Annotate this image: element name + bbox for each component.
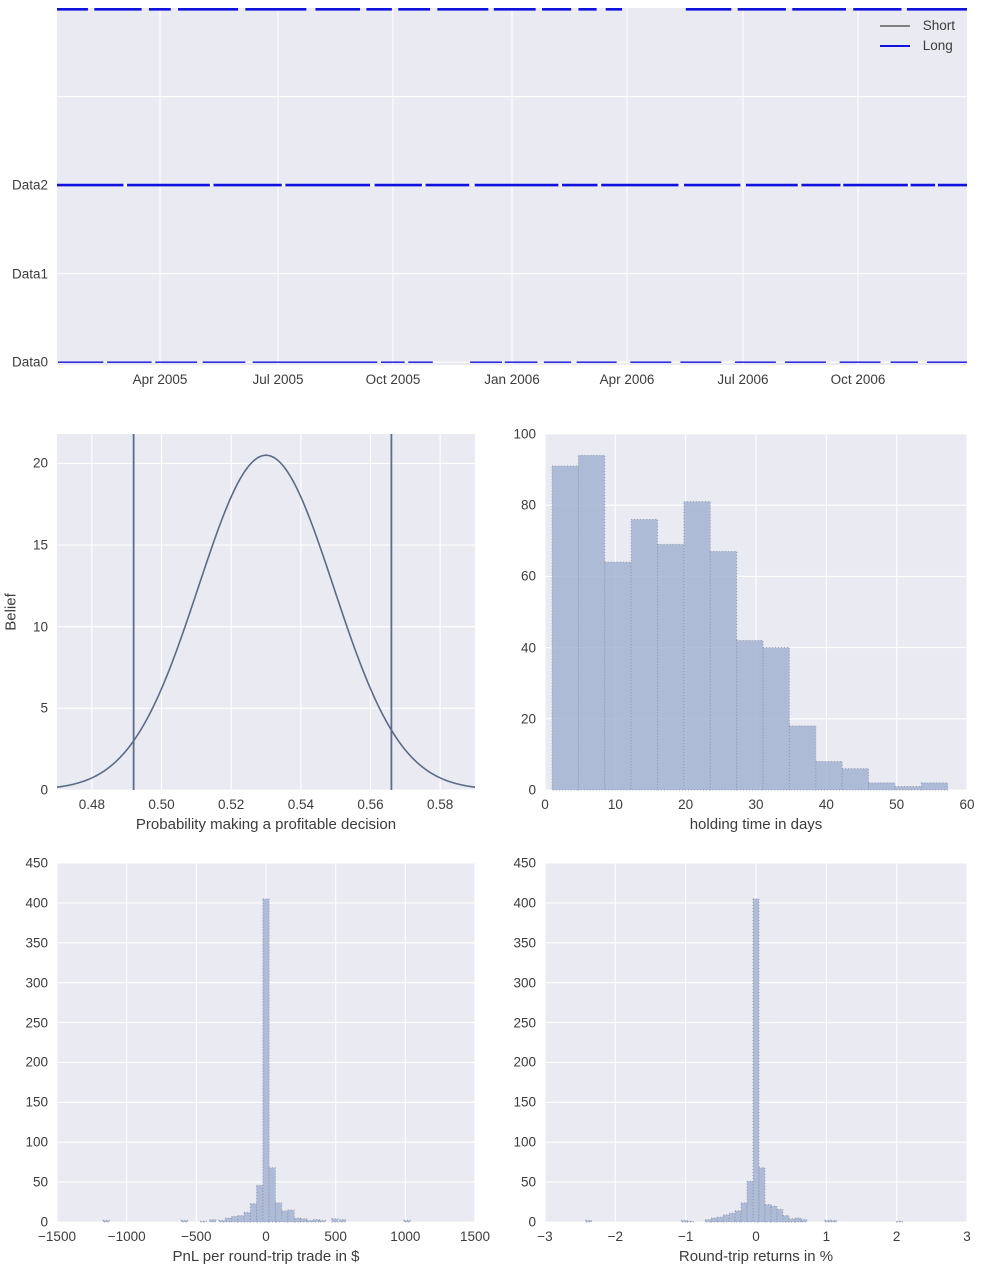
holding-plot-area [544, 433, 968, 791]
timeline-plot-area [57, 7, 967, 365]
y-tick-label: 0 [40, 1214, 48, 1230]
y-tick-label: 15 [32, 537, 48, 553]
x-tick-label: 0.52 [218, 797, 245, 812]
returns-histogram-panel: −3 −2 −1 0 1 2 3 0 50 100 150 200 250 300 350 400 450 Rou… [513, 856, 970, 1266]
x-tick-label: 2 [892, 1229, 901, 1244]
y-tick-label: 100 [25, 1134, 48, 1150]
x-tick-label: −500 [181, 1229, 212, 1244]
x-tick-label: 30 [748, 797, 764, 812]
y-tick-label: 200 [25, 1054, 48, 1070]
legend: Short Long [879, 18, 955, 53]
y-tick-label: Data1 [11, 266, 48, 282]
x-tick-label: Apr 2006 [599, 372, 655, 387]
x-tick-label: Jan 2006 [484, 372, 540, 387]
y-tick-label: 250 [513, 1015, 536, 1031]
positions-timeline-panel: Short Long Apr 2005 Jul 2005 Oct 2005 Jan 2… [12, 7, 967, 387]
x-tick-label: Jul 2006 [717, 372, 769, 387]
y-tick-label: 0 [40, 782, 48, 798]
y-tick-label: 100 [513, 1134, 536, 1150]
x-tick-label: 40 [818, 797, 834, 812]
x-tick-label: 10 [607, 797, 623, 812]
y-tick-label: 80 [520, 497, 536, 513]
short-line-swatch [879, 24, 910, 27]
y-tick-label: 350 [25, 935, 48, 951]
x-tick-label: Oct 2005 [365, 372, 421, 387]
x-tick-label: 1 [822, 1229, 831, 1244]
x-tick-label: 20 [678, 797, 694, 812]
legend-item-long: Long [879, 38, 955, 53]
long-line-swatch [879, 44, 910, 47]
x-tick-label: Apr 2005 [132, 372, 188, 387]
y-tick-label: 350 [513, 935, 536, 951]
holding-x-axis-label: holding time in days [689, 816, 823, 833]
x-tick-label: 0.50 [148, 797, 175, 812]
y-tick-label: 250 [25, 1015, 48, 1031]
legend-item-short: Short [879, 18, 955, 33]
y-tick-label: 200 [513, 1054, 536, 1070]
y-tick-label: 150 [513, 1094, 536, 1110]
holding-time-histogram-panel: 0 10 20 30 40 50 60 0 20 40 60 80 100 holding time in… [513, 427, 974, 834]
x-tick-label: Jul 2005 [252, 372, 304, 387]
pnl-histogram-panel: −1500 −1000 −500 0 500 1000 1500 0 50 100 150 200 25… [25, 856, 490, 1266]
x-tick-label: −2 [607, 1229, 624, 1244]
y-tick-label: 40 [520, 640, 536, 656]
x-tick-label: 0.54 [287, 797, 314, 812]
y-tick-label: 20 [520, 711, 536, 727]
y-tick-label: 5 [40, 700, 48, 716]
x-tick-label: Oct 2006 [830, 372, 886, 387]
y-tick-label: 10 [32, 619, 48, 635]
y-tick-label: 400 [513, 895, 536, 911]
belief-curve-panel: 0.48 0.50 0.52 0.54 0.56 0.58 0 5 10 15 20 Probabil… [3, 434, 476, 833]
y-tick-label: Data0 [11, 354, 48, 370]
y-tick-label: 50 [520, 1174, 536, 1190]
y-tick-label: Data2 [11, 177, 48, 193]
y-tick-label: 150 [25, 1094, 48, 1110]
y-tick-label: 450 [25, 855, 48, 871]
x-tick-label: 0 [262, 1229, 270, 1244]
x-tick-label: −1500 [38, 1229, 76, 1244]
legend-label-long: Long [922, 38, 953, 53]
x-tick-label: 1500 [459, 1229, 491, 1244]
y-tick-label: 50 [32, 1174, 48, 1190]
x-tick-label: −3 [537, 1229, 553, 1244]
returns-plot-area [544, 862, 968, 1223]
x-tick-label: −1 [677, 1229, 694, 1244]
x-tick-label: 0.58 [427, 797, 454, 812]
y-tick-label: 0 [528, 782, 536, 798]
y-tick-label: 60 [520, 568, 536, 584]
pnl-x-axis-label: PnL per round-trip trade in $ [172, 1248, 360, 1265]
legend-label-short: Short [922, 18, 955, 33]
x-tick-label: 0 [541, 797, 549, 812]
pnl-plot-area [56, 862, 476, 1223]
x-tick-label: −1000 [107, 1229, 146, 1244]
x-tick-label: 50 [889, 797, 905, 812]
y-tick-label: 400 [25, 895, 48, 911]
x-tick-label: 0.48 [78, 797, 105, 812]
belief-plot-area [56, 434, 476, 791]
belief-x-axis-label: Probability making a profitable decision [135, 816, 397, 833]
x-tick-label: 1000 [390, 1229, 421, 1244]
x-tick-label: 500 [324, 1229, 347, 1244]
y-tick-label: 20 [32, 455, 48, 471]
x-tick-label: 60 [959, 797, 975, 812]
belief-y-axis-label: Belief [2, 593, 20, 631]
y-tick-label: 450 [513, 855, 536, 871]
y-tick-label: 300 [513, 975, 536, 991]
y-tick-label: 0 [528, 1214, 536, 1230]
y-tick-label: 300 [25, 975, 48, 991]
x-tick-label: 3 [963, 1229, 971, 1244]
x-tick-label: 0.56 [357, 797, 384, 812]
returns-x-axis-label: Round-trip returns in % [678, 1248, 834, 1265]
y-tick-label: 100 [513, 426, 536, 442]
x-tick-label: 0 [752, 1229, 760, 1244]
